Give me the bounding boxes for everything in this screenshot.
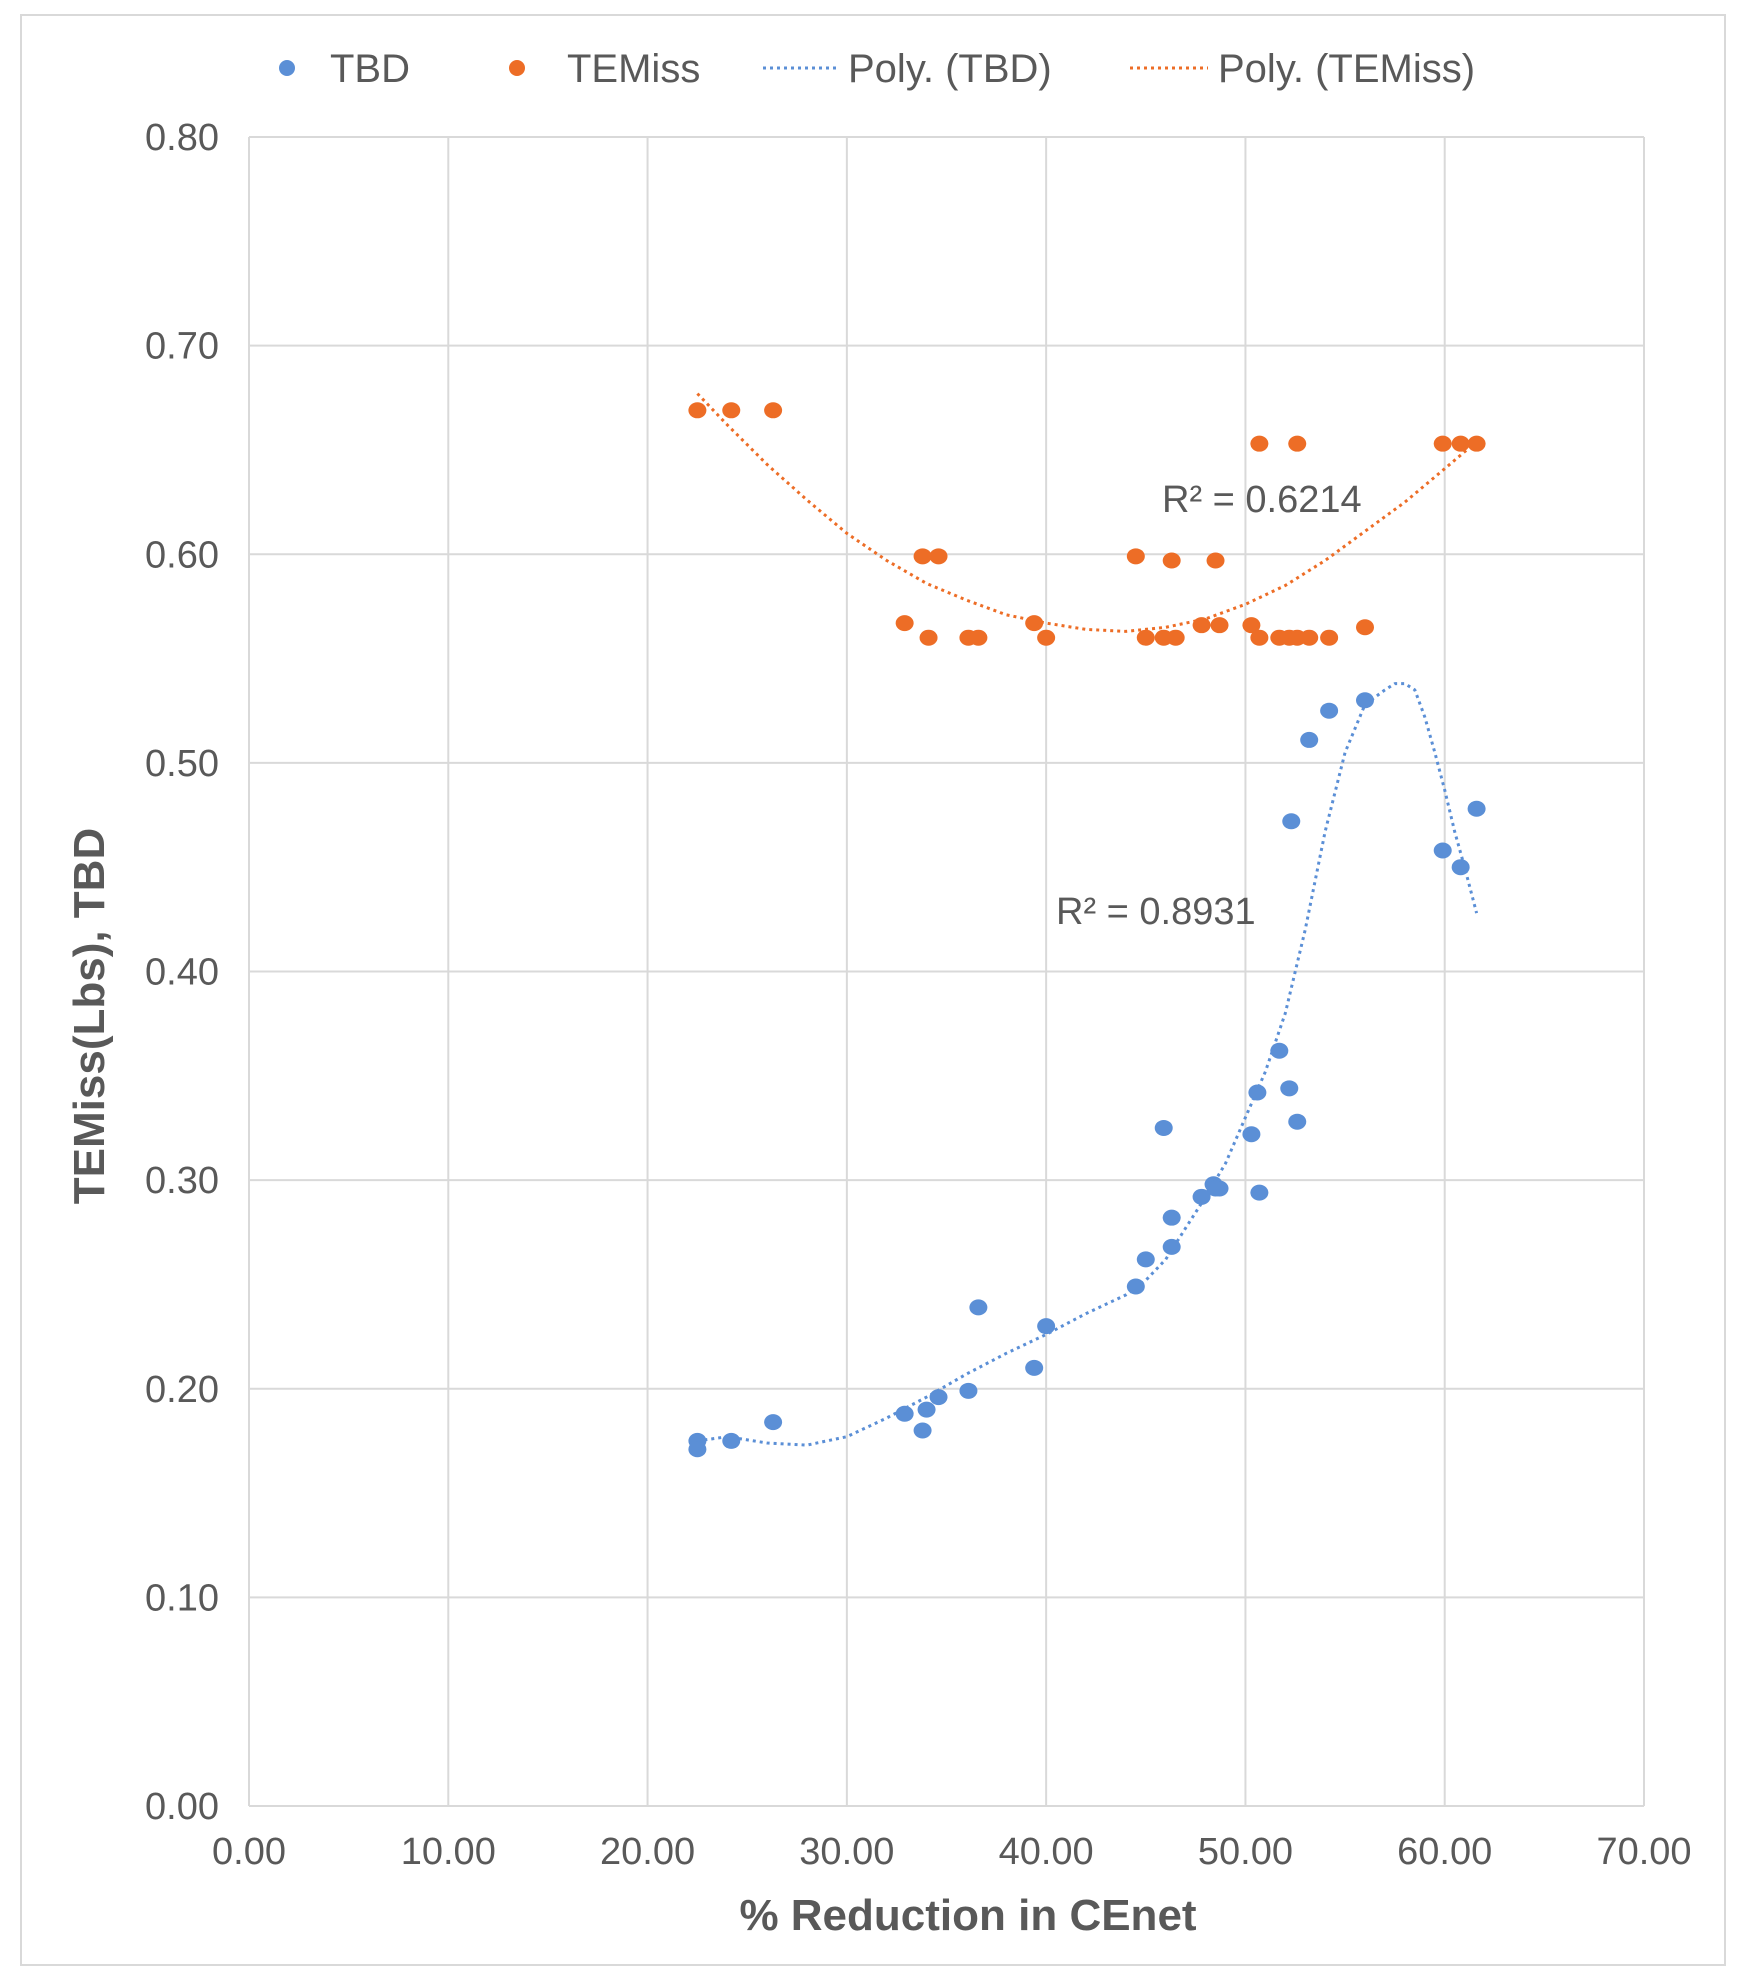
legend-tbd-label: TBD bbox=[330, 47, 410, 91]
y-tick-label: 0.80 bbox=[145, 117, 219, 159]
y-axis-ticks: 0.00 0.10 0.20 0.30 0.40 0.50 0.60 0.70 … bbox=[145, 117, 219, 1828]
gridlines bbox=[248, 136, 1645, 1807]
point-temiss bbox=[1356, 619, 1374, 636]
point-tbd bbox=[764, 1414, 783, 1431]
point-tbd bbox=[917, 1401, 936, 1418]
point-tbd bbox=[1451, 859, 1470, 876]
point-tbd bbox=[1136, 1251, 1155, 1268]
x-tick-label: 30.00 bbox=[799, 1831, 894, 1873]
point-tbd bbox=[1288, 1113, 1307, 1130]
point-temiss bbox=[1433, 435, 1452, 452]
point-tbd bbox=[1126, 1278, 1145, 1295]
point-tbd bbox=[913, 1422, 932, 1439]
x-axis-ticks: 0.00 10.00 20.00 30.00 40.00 50.00 60.00… bbox=[212, 1831, 1692, 1873]
legend-temiss-label: TEMiss bbox=[567, 47, 700, 91]
point-tbd bbox=[1280, 1080, 1299, 1097]
y-tick-label: 0.70 bbox=[145, 326, 219, 368]
point-temiss bbox=[1166, 629, 1185, 646]
x-tick-label: 70.00 bbox=[1596, 1831, 1691, 1873]
point-temiss bbox=[1037, 629, 1056, 646]
point-tbd bbox=[1192, 1188, 1211, 1205]
x-tick-label: 10.00 bbox=[401, 1831, 496, 1873]
point-tbd bbox=[1206, 1180, 1225, 1197]
x-tick-label: 40.00 bbox=[999, 1831, 1094, 1873]
r-squared-tbd-label: R² = 0.8931 bbox=[1056, 891, 1256, 933]
point-temiss bbox=[1162, 552, 1181, 569]
chart-frame bbox=[20, 14, 1726, 1966]
x-tick-label: 20.00 bbox=[600, 1831, 695, 1873]
point-tbd bbox=[895, 1405, 914, 1422]
point-temiss bbox=[1250, 435, 1269, 452]
legend: TBD TEMiss Poly. (TBD) Poly. (TEMiss) bbox=[279, 47, 1475, 91]
point-tbd bbox=[1250, 1184, 1269, 1201]
point-tbd bbox=[1320, 702, 1339, 719]
point-tbd bbox=[1242, 1126, 1261, 1143]
point-tbd bbox=[1356, 692, 1374, 709]
point-tbd bbox=[1162, 1209, 1181, 1226]
point-tbd bbox=[1433, 842, 1452, 859]
point-temiss bbox=[1250, 629, 1269, 646]
legend-temiss-marker bbox=[509, 60, 525, 76]
point-temiss bbox=[1126, 548, 1145, 565]
point-tbd bbox=[1467, 800, 1486, 817]
point-tbd bbox=[1300, 731, 1319, 748]
point-temiss bbox=[1467, 435, 1486, 452]
point-tbd bbox=[688, 1441, 707, 1458]
trendline-temiss bbox=[696, 392, 1478, 633]
point-tbd bbox=[1037, 1318, 1056, 1335]
point-tbd bbox=[722, 1432, 741, 1449]
point-tbd bbox=[1248, 1084, 1267, 1101]
point-temiss bbox=[1300, 629, 1319, 646]
legend-poly-temiss-label: Poly. (TEMiss) bbox=[1218, 47, 1475, 91]
point-tbd bbox=[1154, 1119, 1173, 1136]
x-tick-label: 60.00 bbox=[1397, 1831, 1492, 1873]
point-temiss bbox=[1288, 435, 1307, 452]
r-squared-temiss-label: R² = 0.6214 bbox=[1162, 479, 1362, 521]
legend-tbd-marker bbox=[279, 60, 295, 76]
point-tbd bbox=[929, 1389, 948, 1406]
point-temiss bbox=[1320, 629, 1339, 646]
point-temiss bbox=[688, 402, 707, 419]
point-temiss bbox=[919, 629, 938, 646]
point-temiss bbox=[1242, 617, 1261, 634]
y-axis-title: TEMiss(Lbs), TBD bbox=[65, 828, 114, 1204]
y-tick-label: 0.30 bbox=[145, 1160, 219, 1202]
point-temiss bbox=[1025, 615, 1044, 632]
y-tick-label: 0.00 bbox=[145, 1786, 219, 1828]
y-tick-label: 0.20 bbox=[145, 1369, 219, 1411]
point-temiss bbox=[764, 402, 783, 419]
point-tbd bbox=[1270, 1042, 1289, 1059]
point-temiss bbox=[895, 615, 914, 632]
x-axis-title: % Reduction in CEnet bbox=[739, 1891, 1196, 1940]
point-tbd bbox=[1282, 813, 1301, 830]
point-tbd bbox=[1025, 1359, 1044, 1376]
point-temiss bbox=[1206, 552, 1225, 569]
data-points bbox=[688, 402, 1486, 1458]
point-tbd bbox=[1162, 1238, 1181, 1255]
point-tbd bbox=[959, 1382, 978, 1399]
point-temiss bbox=[929, 548, 948, 565]
point-temiss bbox=[969, 629, 988, 646]
point-temiss bbox=[913, 548, 932, 565]
y-tick-label: 0.50 bbox=[145, 743, 219, 785]
y-tick-label: 0.10 bbox=[145, 1577, 219, 1619]
point-temiss bbox=[1136, 629, 1155, 646]
x-tick-label: 0.00 bbox=[212, 1831, 286, 1873]
point-temiss bbox=[1210, 617, 1229, 634]
trendline-tbd bbox=[697, 682, 1479, 1447]
x-tick-label: 50.00 bbox=[1198, 1831, 1293, 1873]
point-tbd bbox=[969, 1299, 988, 1316]
y-tick-label: 0.60 bbox=[145, 534, 219, 576]
point-temiss bbox=[1192, 617, 1211, 634]
y-tick-label: 0.40 bbox=[145, 952, 219, 994]
point-temiss bbox=[722, 402, 741, 419]
point-temiss bbox=[1451, 435, 1470, 452]
legend-poly-tbd-label: Poly. (TBD) bbox=[848, 47, 1052, 91]
